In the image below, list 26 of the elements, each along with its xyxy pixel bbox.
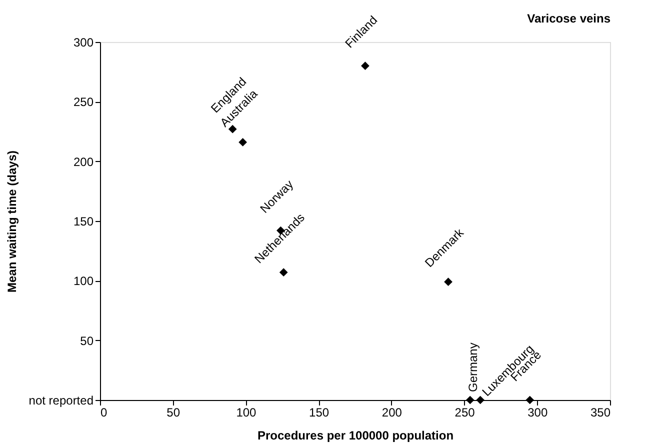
point <box>279 268 288 276</box>
x-tick-label: 350 <box>590 406 611 420</box>
point <box>444 278 452 286</box>
x-tick-label: 50 <box>166 406 180 420</box>
y-tick-label: not reported <box>28 394 94 408</box>
point <box>476 396 484 404</box>
x-tick-label: 250 <box>454 406 476 420</box>
y-tick-label: 50 <box>80 334 94 348</box>
x-tick-label: 100 <box>236 406 257 420</box>
annotation: Germany <box>466 342 480 392</box>
y-tick-label: 200 <box>73 154 94 169</box>
x-tick-label: 0 <box>100 406 108 420</box>
x-axis-title: Procedures per 100000 population <box>257 428 454 442</box>
y-tick-label: 150 <box>73 214 94 228</box>
x-tick-label: 200 <box>382 406 402 420</box>
point <box>526 396 534 404</box>
point <box>361 62 370 70</box>
y-tick-label: 100 <box>73 274 94 288</box>
x-tick-label: 150 <box>309 406 330 420</box>
point <box>466 396 474 404</box>
x-tick-label: 300 <box>528 406 548 420</box>
y-tick-label: 250 <box>73 95 94 110</box>
y-axis-title: Mean waiting time (days) <box>4 150 19 293</box>
y-tick-label: 300 <box>73 36 94 50</box>
point <box>238 138 247 146</box>
chart-title: Varicose veins <box>527 12 611 26</box>
